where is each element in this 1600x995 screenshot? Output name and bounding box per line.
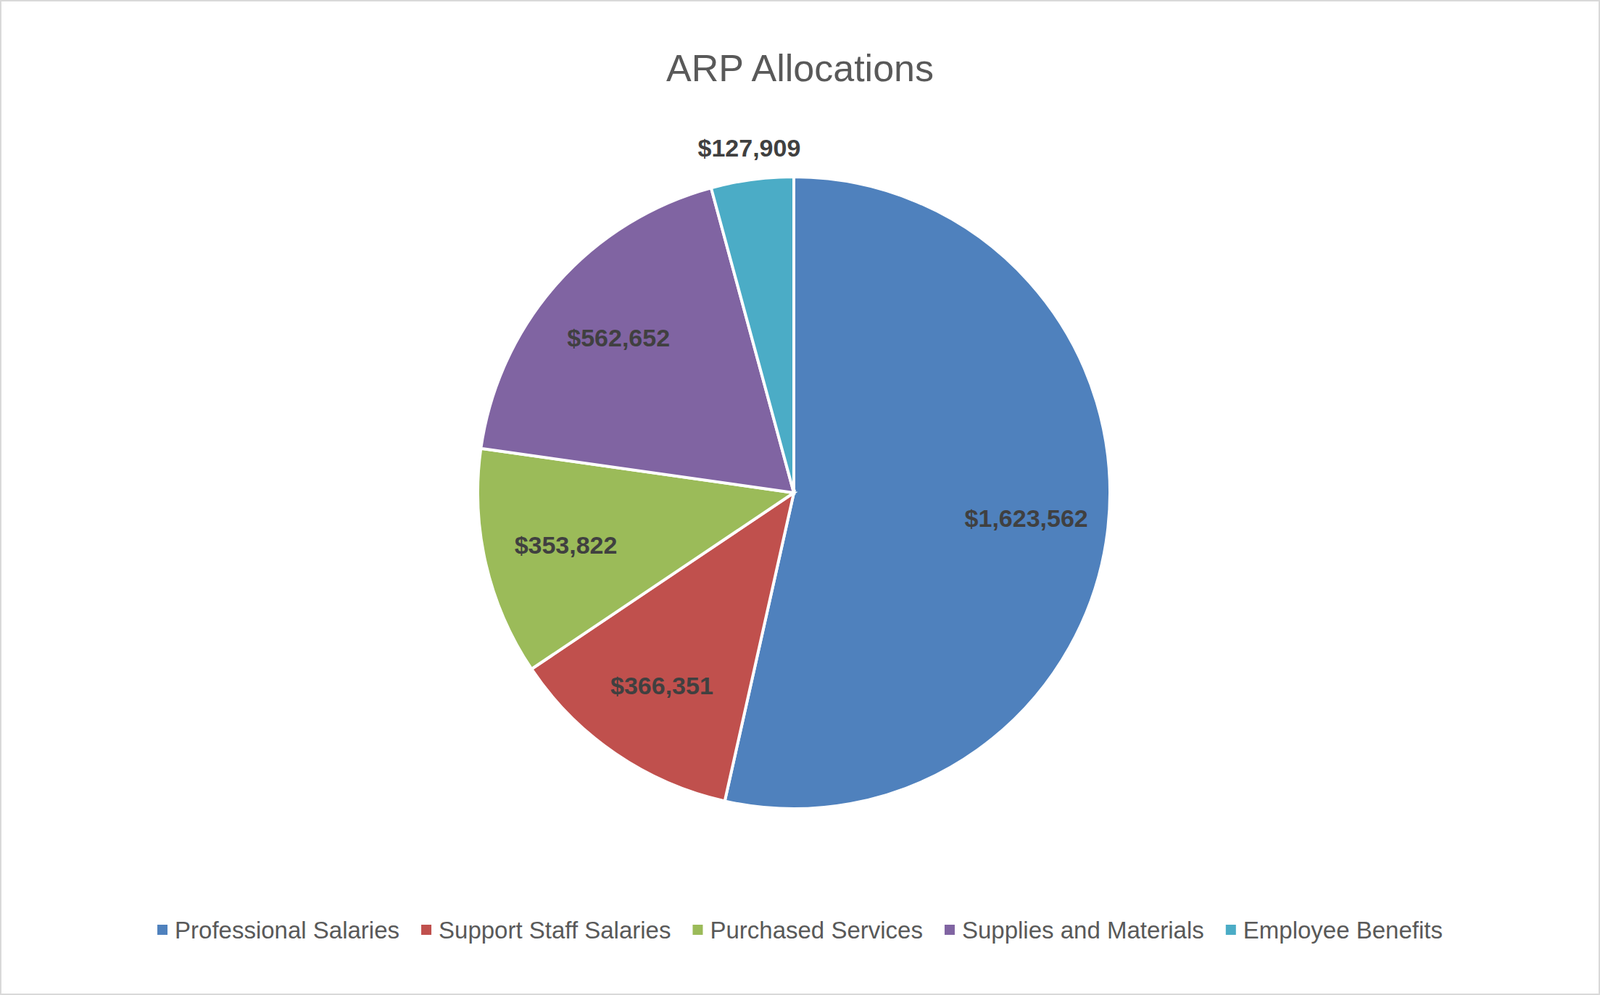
chart: ARP Allocations $1,623,562 $366,351 $353,82…: [0, 0, 1600, 995]
legend-label: Support Staff Salaries: [438, 917, 671, 944]
legend-label: Employee Benefits: [1243, 917, 1443, 944]
legend-swatch: [1225, 925, 1237, 936]
data-label: $127,909: [697, 134, 801, 162]
legend-label: Supplies and Materials: [962, 917, 1205, 944]
legend-item: Professional Salaries: [157, 917, 400, 944]
chart-title: ARP Allocations: [666, 47, 934, 90]
pie: [477, 176, 1110, 810]
legend-item: Employee Benefits: [1225, 917, 1443, 944]
pie-slice: [711, 176, 794, 493]
legend-item: Purchased Services: [692, 917, 923, 944]
legend-label: Purchased Services: [709, 917, 923, 944]
data-labels: $1,623,562 $366,351 $353,822 $562,652 $127,9…: [514, 134, 1089, 701]
legend-swatch: [157, 925, 168, 936]
legend-item: Supplies and Materials: [944, 917, 1205, 944]
legend-item: Support Staff Salaries: [421, 917, 671, 944]
legend-swatch: [944, 925, 955, 936]
legend-label: Professional Salaries: [174, 917, 400, 944]
data-label: $562,652: [566, 324, 670, 352]
data-label: $353,822: [514, 531, 618, 559]
data-label: $1,623,562: [964, 504, 1089, 533]
legend-swatch: [421, 925, 432, 936]
legend-swatch: [692, 925, 703, 936]
legend: Professional Salaries Support Staff Salar…: [157, 917, 1443, 944]
chart-frame: [0, 0, 1600, 995]
data-label: $366,351: [610, 672, 714, 700]
